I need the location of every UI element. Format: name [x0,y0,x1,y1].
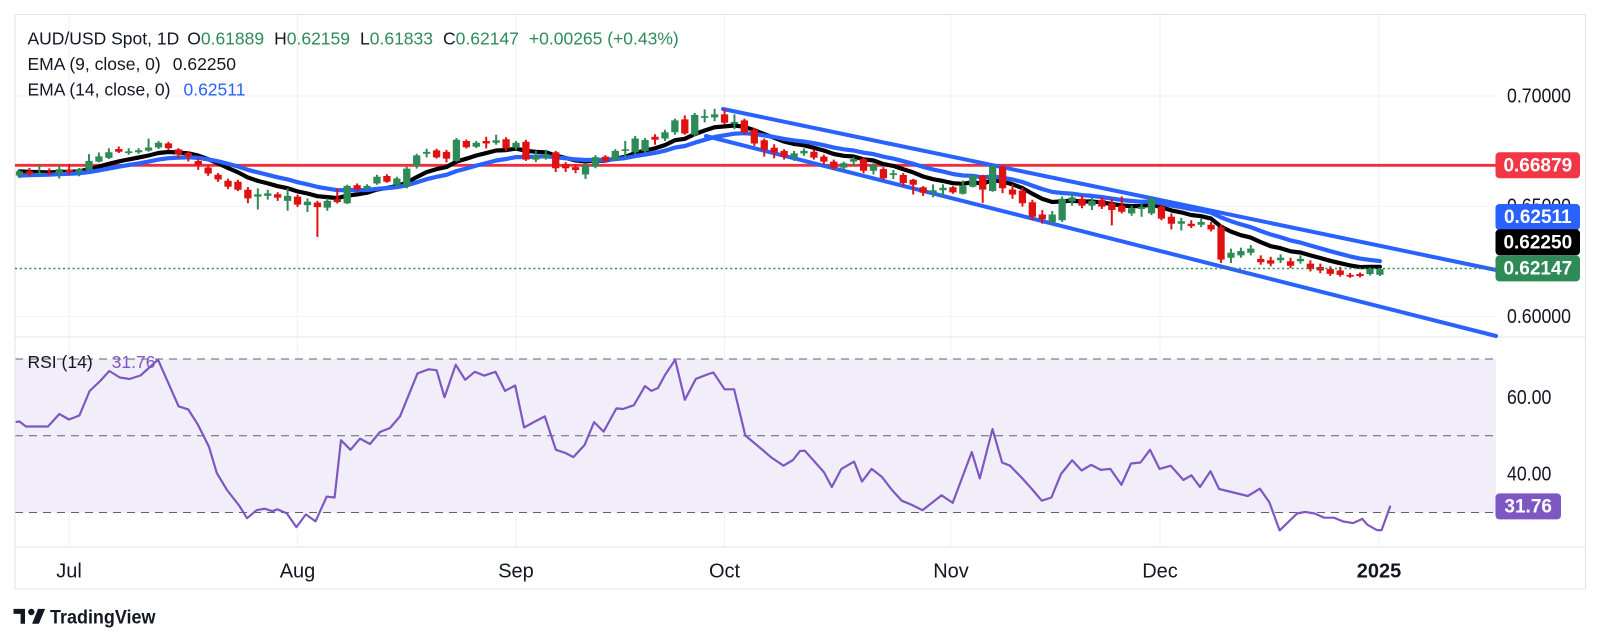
svg-text:Dec: Dec [1142,561,1178,583]
svg-text:0.66879: 0.66879 [1503,155,1572,176]
svg-text:40.00: 40.00 [1507,463,1551,485]
svg-text:0.62511: 0.62511 [1504,207,1572,228]
svg-text:0.62250: 0.62250 [1503,232,1572,253]
svg-text:Oct: Oct [709,561,741,583]
svg-text:Jul: Jul [56,561,82,583]
svg-text:TradingView: TradingView [50,608,156,629]
svg-text:EMA (9, close, 0)0.62250: EMA (9, close, 0) 0.62250 [28,54,237,74]
svg-text:Aug: Aug [280,561,316,583]
svg-text:Nov: Nov [933,561,969,583]
svg-text:60.00: 60.00 [1507,387,1551,409]
svg-text:RSI (14)31.76: RSI (14) 31.76 [28,352,156,372]
svg-text:31.76: 31.76 [1504,496,1552,517]
svg-text:0.62147: 0.62147 [1503,258,1572,279]
svg-text:0.70000: 0.70000 [1507,86,1571,108]
svg-text:EMA (14, close, 0)0.62511: EMA (14, close, 0) 0.62511 [28,80,246,100]
svg-text:0.60000: 0.60000 [1507,306,1571,328]
svg-text:Sep: Sep [498,561,534,583]
svg-text:2025: 2025 [1357,561,1402,583]
